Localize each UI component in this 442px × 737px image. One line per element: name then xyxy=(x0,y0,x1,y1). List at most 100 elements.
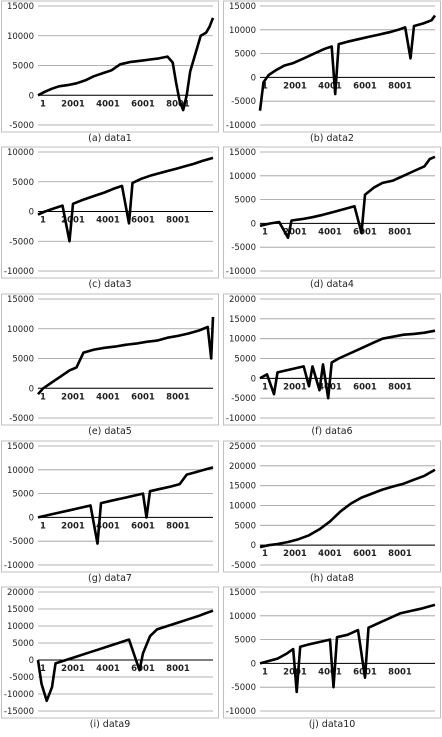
y-tick-label: 0 xyxy=(29,208,34,218)
x-tick-label: 4001 xyxy=(96,392,120,402)
x-tick-label: 2001 xyxy=(283,382,307,392)
x-tick-label: 1 xyxy=(262,549,268,559)
x-tick-label: 6001 xyxy=(353,382,377,392)
y-tick-label: -10000 xyxy=(226,267,256,277)
y-tick-label: 15000 xyxy=(7,2,34,12)
x-tick-label: 2001 xyxy=(61,521,85,531)
y-tick-label: -5000 xyxy=(9,121,34,131)
panel-frame xyxy=(1,586,219,719)
y-tick-label: -5000 xyxy=(231,561,256,571)
y-tick-label: 10000 xyxy=(229,335,256,345)
series-line xyxy=(37,466,214,545)
panel-caption: (i) data9 xyxy=(90,719,131,730)
x-tick-label: 4001 xyxy=(96,99,120,109)
x-tick-label: 4001 xyxy=(318,667,342,677)
panel-frame xyxy=(223,440,441,573)
x-tick-label: 1 xyxy=(40,521,46,531)
x-tick-label: 6001 xyxy=(353,549,377,559)
chart-panel: -10000 -5000 0 5000 10000 1 2001 4001 6001 8001 (c… xyxy=(1,146,219,290)
y-tick-label: -5000 xyxy=(9,414,34,424)
series-line xyxy=(36,609,214,703)
x-tick-label: 2001 xyxy=(283,549,307,559)
y-tick-label: 15000 xyxy=(7,442,34,452)
panel-caption: (f) data6 xyxy=(311,426,352,437)
panel-caption: (a) data1 xyxy=(88,133,132,144)
x-tick-label: 8001 xyxy=(166,216,190,226)
x-tick-label: 4001 xyxy=(96,521,120,531)
panel-caption: (g) data7 xyxy=(88,573,132,584)
y-tick-label: -10000 xyxy=(226,414,256,424)
y-tick-label: 0 xyxy=(251,219,256,229)
x-tick-label: 6001 xyxy=(353,81,377,91)
y-tick-label: 0 xyxy=(251,374,256,384)
y-tick-label: 10000 xyxy=(7,32,34,42)
y-tick-label: 15000 xyxy=(229,482,256,492)
panel-caption: (c) data3 xyxy=(88,279,131,290)
y-tick-label: 15000 xyxy=(7,605,34,615)
y-tick-label: 15000 xyxy=(229,315,256,325)
panel-caption: (d) data4 xyxy=(310,279,354,290)
y-tick-label: 5000 xyxy=(234,50,256,60)
series-line xyxy=(259,468,436,549)
y-tick-label: 0 xyxy=(251,73,256,83)
chart-panel: -5000 0 5000 10000 15000 1 2001 4001 6001 8001 (e)… xyxy=(1,293,219,437)
y-tick-label: 10000 xyxy=(229,502,256,512)
y-tick-label: 10000 xyxy=(7,622,34,632)
panel-frame xyxy=(1,146,219,279)
panel-caption: (e) data5 xyxy=(88,426,132,437)
y-tick-label: 10000 xyxy=(7,466,34,476)
x-tick-label: 8001 xyxy=(388,227,412,237)
y-tick-label: 10000 xyxy=(7,325,34,335)
x-tick-label: 2001 xyxy=(61,216,85,226)
series-line xyxy=(259,329,436,400)
y-tick-label: 5000 xyxy=(12,490,34,500)
chart-panel: -5000 0 5000 10000 15000 20000 25000 1 2001 4001 6… xyxy=(223,440,441,584)
y-tick-label: -10000 xyxy=(4,561,34,571)
x-tick-label: 1 xyxy=(40,99,46,109)
series-line xyxy=(259,155,436,239)
y-tick-label: 25000 xyxy=(229,442,256,452)
y-tick-label: 0 xyxy=(29,513,34,523)
x-tick-label: 1 xyxy=(262,667,268,677)
y-tick-label: 10000 xyxy=(7,148,34,158)
y-tick-label: -10000 xyxy=(4,690,34,700)
y-tick-label: 5000 xyxy=(12,355,34,365)
x-tick-label: 1 xyxy=(40,216,46,226)
x-tick-label: 1 xyxy=(262,227,268,237)
panel-caption: (j) data10 xyxy=(309,719,356,730)
y-tick-label: 20000 xyxy=(229,462,256,472)
y-tick-label: 20000 xyxy=(7,588,34,598)
y-tick-label: 20000 xyxy=(229,295,256,305)
y-tick-label: 5000 xyxy=(12,639,34,649)
x-tick-label: 8001 xyxy=(166,521,190,531)
y-tick-label: -5000 xyxy=(231,683,256,693)
y-tick-label: -10000 xyxy=(226,121,256,131)
x-tick-label: 1 xyxy=(262,81,268,91)
x-tick-label: 4001 xyxy=(96,216,120,226)
y-tick-label: -5000 xyxy=(9,537,34,547)
y-tick-label: 10000 xyxy=(229,26,256,36)
series-line xyxy=(259,603,436,694)
x-tick-label: 8001 xyxy=(166,664,190,674)
y-tick-label: 15000 xyxy=(229,148,256,158)
y-tick-label: 0 xyxy=(251,541,256,551)
x-tick-label: 4001 xyxy=(318,549,342,559)
y-tick-label: 15000 xyxy=(229,2,256,12)
x-tick-label: 8001 xyxy=(388,81,412,91)
x-tick-label: 1 xyxy=(40,664,46,674)
y-tick-label: 0 xyxy=(29,91,34,101)
y-tick-label: -5000 xyxy=(231,394,256,404)
y-tick-label: 5000 xyxy=(12,178,34,188)
panel-frame xyxy=(223,293,441,426)
x-tick-label: 6001 xyxy=(131,392,155,402)
y-tick-label: -5000 xyxy=(9,237,34,247)
series-line xyxy=(258,14,437,111)
x-tick-label: 6001 xyxy=(353,227,377,237)
chart-panel: -15000 -10000 -5000 0 5000 10000 15000 20000 1 20… xyxy=(1,586,219,730)
y-tick-label: -5000 xyxy=(9,673,34,683)
